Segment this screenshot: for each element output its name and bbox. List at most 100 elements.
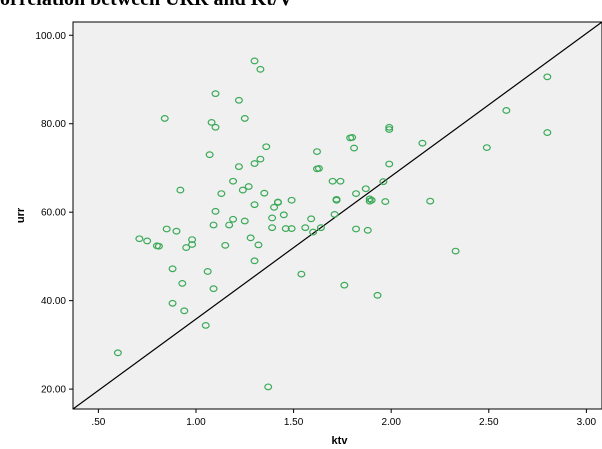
data-point: [234, 163, 243, 171]
data-point: [211, 123, 220, 131]
data-point: [254, 241, 263, 249]
data-point: [336, 177, 345, 185]
data-point: [287, 225, 296, 232]
x-tick-label: 2.50: [479, 417, 499, 428]
x-tick-label: 2.00: [381, 417, 401, 428]
y-tick-label: 60.00: [41, 208, 66, 219]
data-point: [363, 226, 372, 234]
data-point: [281, 225, 290, 232]
y-axis-label: urr: [15, 207, 27, 223]
data-point: [250, 160, 259, 167]
data-point: [268, 214, 277, 222]
data-point: [268, 224, 277, 232]
data-point: [225, 221, 234, 229]
data-point: [385, 126, 394, 133]
data-point: [211, 90, 220, 98]
data-point: [352, 190, 361, 198]
data-point: [264, 383, 273, 391]
data-point: [270, 203, 279, 211]
data-point: [178, 279, 187, 287]
x-tick-label: 1.50: [284, 417, 304, 428]
data-point: [385, 160, 394, 168]
data-point: [180, 307, 189, 315]
data-point: [221, 241, 230, 249]
data-point: [332, 195, 341, 203]
data-point: [246, 234, 255, 242]
data-point: [244, 183, 253, 190]
data-point: [207, 118, 216, 126]
data-point: [238, 186, 247, 194]
data-point: [250, 57, 259, 65]
data-point: [340, 281, 349, 289]
data-point: [482, 144, 491, 152]
x-axis-label: ktv: [332, 435, 349, 447]
data-point: [205, 151, 214, 159]
data-point: [188, 241, 197, 248]
data-point: [143, 237, 152, 245]
data-point: [240, 217, 249, 225]
data-point: [330, 210, 339, 218]
data-point: [365, 195, 374, 203]
data-point: [348, 134, 357, 141]
data-point: [229, 215, 238, 223]
data-point: [162, 225, 171, 233]
data-point: [309, 228, 318, 236]
y-tick-label: 100.00: [35, 31, 66, 42]
data-point: [234, 96, 243, 104]
data-point: [543, 129, 552, 136]
data-point: [160, 115, 169, 122]
data-point: [203, 268, 212, 275]
data-point: [229, 177, 238, 185]
data-point: [367, 196, 376, 204]
data-point: [350, 144, 359, 152]
data-point: [256, 65, 265, 73]
data-point: [328, 177, 337, 185]
data-point: [172, 227, 181, 235]
x-tick-label: 3.00: [577, 417, 597, 428]
data-point: [209, 285, 218, 293]
data-point: [168, 265, 177, 273]
data-point: [418, 139, 427, 147]
data-point: [314, 164, 323, 172]
data-point: [240, 115, 249, 122]
data-point: [426, 197, 435, 205]
data-point: [273, 198, 282, 206]
y-tick-label: 20.00: [41, 385, 66, 396]
data-point: [135, 235, 144, 243]
y-tick-label: 40.00: [41, 296, 66, 307]
data-point: [176, 186, 185, 194]
data-point: [316, 224, 325, 232]
data-point: [113, 349, 122, 357]
data-point: [287, 196, 296, 204]
x-tick-label: .50: [91, 417, 105, 428]
data-point: [301, 224, 310, 232]
x-tick-label: 1.00: [186, 417, 206, 428]
data-point: [543, 73, 552, 81]
data-point: [211, 207, 220, 215]
data-point: [262, 143, 271, 151]
data-point: [385, 123, 394, 131]
data-point: [260, 189, 269, 197]
data-point: [250, 257, 259, 265]
data-point: [313, 148, 322, 155]
data-point: [188, 236, 197, 244]
data-point: [168, 299, 177, 307]
data-point: [451, 247, 460, 255]
data-point: [250, 201, 259, 209]
data-point: [502, 107, 511, 114]
data-point: [217, 190, 226, 198]
data-point: [182, 244, 191, 251]
data-point: [361, 185, 370, 193]
data-point: [307, 215, 316, 223]
data-point: [297, 270, 306, 278]
data-point: [373, 291, 382, 299]
y-tick-label: 80.00: [41, 119, 66, 130]
data-point: [201, 322, 210, 329]
data-point: [381, 198, 390, 205]
data-point: [154, 242, 163, 250]
data-point: [209, 221, 218, 229]
chart-title: orrelation between URR and Kt/V: [0, 0, 602, 11]
data-point: [379, 178, 388, 186]
